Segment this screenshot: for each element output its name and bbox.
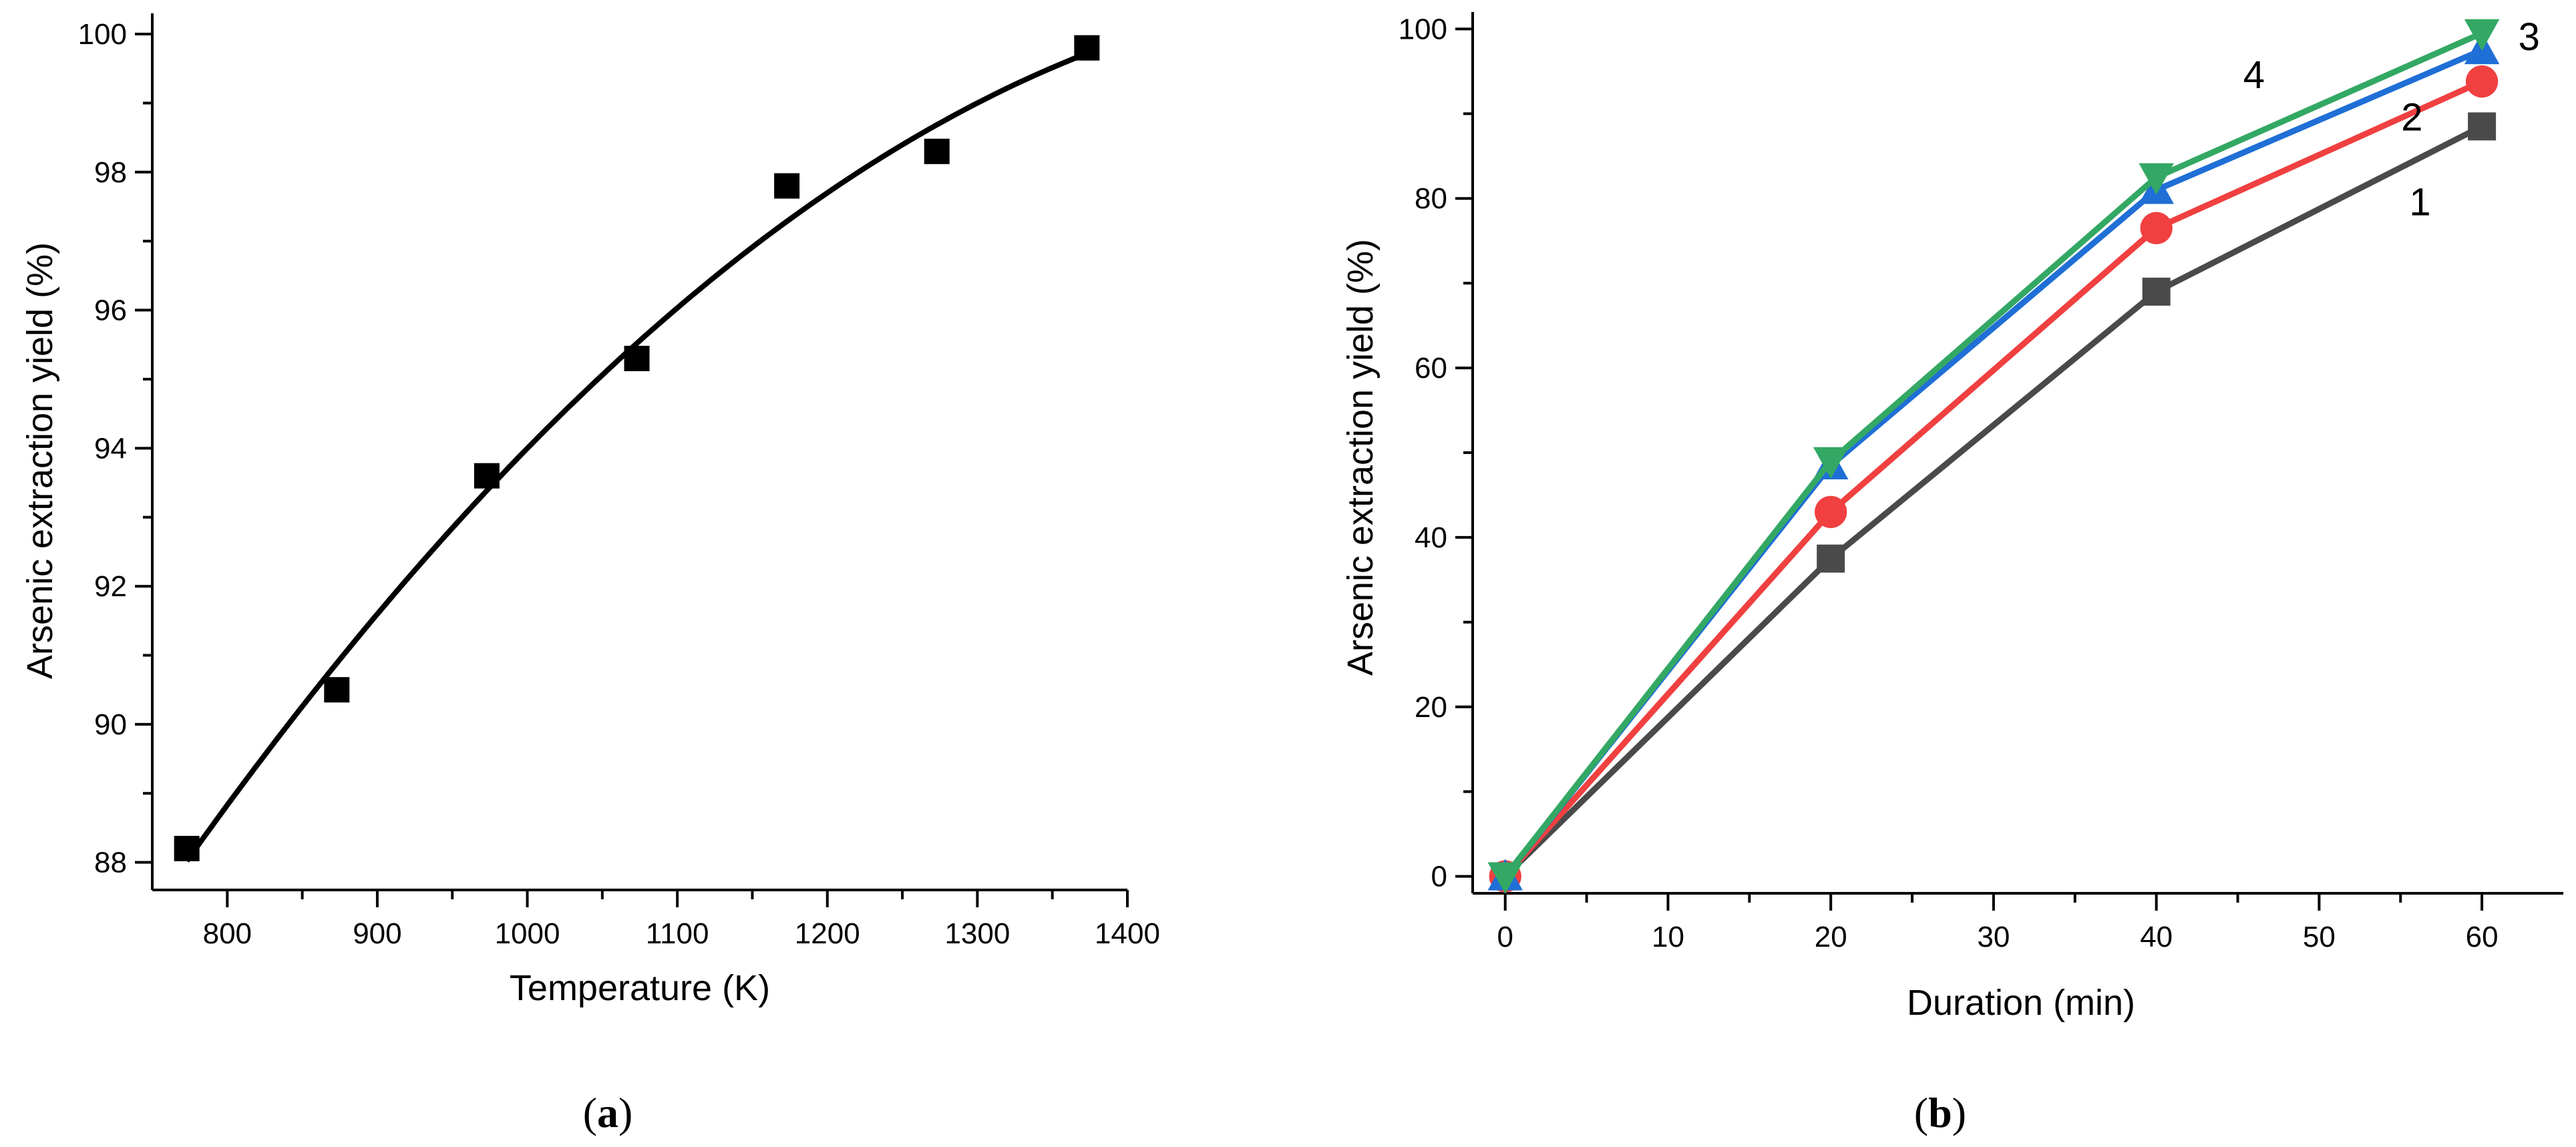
chart-a-ytick-label: 100 — [78, 18, 127, 51]
chart-b-point — [2142, 277, 2171, 306]
chart-a-xtick-label: 1200 — [795, 917, 860, 950]
chart-a-ytick-label: 94 — [94, 432, 127, 465]
chart-b-panel-label: (b) — [1914, 1089, 1966, 1136]
chart-a-point — [324, 677, 350, 703]
chart-a-point — [624, 345, 650, 371]
chart-b-series-line — [1503, 124, 2484, 879]
chart-b-point — [2468, 112, 2497, 141]
chart-b-point — [1815, 495, 1847, 528]
chart-b-point — [2140, 212, 2173, 244]
chart-a-point — [924, 138, 950, 164]
chart-b-series-4 — [1487, 19, 2500, 894]
chart-a-point — [474, 463, 500, 489]
chart-b-ytick-label: 0 — [1431, 861, 1447, 893]
chart-b-xtick-label: 10 — [1652, 921, 1684, 953]
chart-a-ytick-label: 92 — [94, 570, 127, 603]
chart-a-panel-label: (a) — [583, 1089, 633, 1136]
chart-a-ytick-label: 96 — [94, 294, 127, 327]
chart-b-curve-label: 3 — [2519, 15, 2540, 59]
chart-b-xtick-label: 50 — [2303, 921, 2336, 953]
chart-b-ytick-label: 20 — [1415, 691, 1447, 724]
chart-a-point — [774, 173, 800, 199]
chart-b-xtick-label: 40 — [2140, 921, 2173, 953]
chart-b-ytick-label: 40 — [1415, 521, 1447, 554]
chart-b-point — [2139, 163, 2174, 195]
chart-a: 800 900 1000 1100 1200 1300 1400 88 90 92 94 96 98 10… — [20, 13, 1160, 1136]
chart-b-point — [2465, 65, 2499, 98]
chart-b-series-line — [1503, 47, 2483, 879]
chart-a-ytick-label: 98 — [94, 156, 127, 189]
chart-b-curve-label: 2 — [2401, 96, 2422, 140]
chart-a-ytick-label: 88 — [94, 847, 127, 879]
chart-b-point — [1817, 544, 1845, 573]
chart-b-series-3 — [1487, 32, 2500, 891]
chart-a-xtick-label: 1000 — [495, 917, 560, 950]
chart-b-ytick-label: 80 — [1415, 182, 1447, 215]
chart-b-point — [1487, 862, 1523, 894]
chart-b-ytick-label: 60 — [1415, 352, 1447, 385]
chart-a-ytick-label: 90 — [94, 708, 127, 741]
chart-b-panel-letter: b — [1928, 1089, 1952, 1136]
chart-b-xlabel: Duration (min) — [1907, 983, 2135, 1023]
chart-a-ylabel: Arsenic extraction yield (%) — [20, 242, 60, 679]
chart-b-point — [1813, 447, 1849, 479]
chart-a-xtick-label: 1400 — [1095, 917, 1160, 950]
chart-b-curve-label: 1 — [2409, 181, 2430, 224]
chart-a-fit-curve — [184, 51, 1088, 863]
chart-a-point — [1074, 35, 1100, 61]
chart-a-xtick-label: 800 — [203, 917, 252, 950]
chart-b-point — [2464, 19, 2500, 51]
chart-a-panel-letter: a — [597, 1089, 618, 1136]
chart-b-series-2 — [1489, 65, 2499, 893]
chart-b-ytick-label: 100 — [1399, 13, 1447, 45]
chart-b-xtick-label: 60 — [2466, 921, 2499, 953]
chart-b-xtick-label: 0 — [1497, 921, 1513, 953]
chart-b-xtick-label: 30 — [1977, 921, 2010, 953]
chart-a-xtick-label: 900 — [353, 917, 401, 950]
chart-b-series-1 — [1491, 112, 2497, 891]
chart-a-xlabel: Temperature (K) — [510, 968, 770, 1008]
chart-b-ylabel: Arsenic extraction yield (%) — [1340, 239, 1381, 676]
chart-b-series-line — [1503, 78, 2483, 879]
chart-a-xtick-label: 1100 — [646, 917, 709, 950]
chart-b-series-line — [1503, 30, 2483, 879]
chart-b-xtick-label: 20 — [1815, 921, 1847, 953]
chart-a-xtick-label: 1300 — [944, 917, 1010, 950]
chart-b-curve-label: 4 — [2243, 53, 2265, 97]
chart-a-point — [174, 835, 200, 861]
chart-b: 0 10 20 30 40 50 60 0 20 40 60 80 100 1 2 3 4 Duration … — [1340, 12, 2563, 1136]
